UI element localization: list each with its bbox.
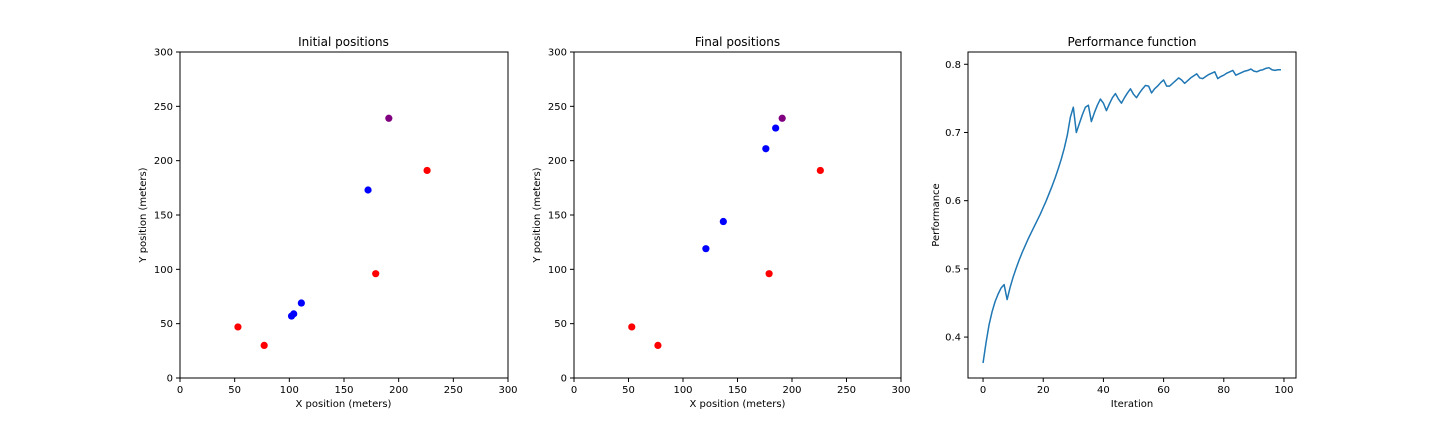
scatter-point <box>385 114 393 122</box>
scatter-point <box>260 341 268 349</box>
x-tick-label: 80 <box>1217 385 1230 396</box>
y-tick-label: 100 <box>154 265 173 276</box>
y-tick-label: 0.5 <box>945 264 961 275</box>
scatter-point <box>628 323 636 331</box>
y-tick-label: 0.8 <box>945 60 961 71</box>
x-tick-label: 200 <box>782 385 801 396</box>
x-tick-label: 250 <box>444 385 463 396</box>
scatter-point <box>234 323 242 331</box>
scatter-point <box>816 166 824 175</box>
x-tick-label: 250 <box>837 385 856 396</box>
scatter-point <box>364 186 372 194</box>
x-tick-label: 300 <box>498 385 517 396</box>
y-tick-label: 200 <box>154 156 173 167</box>
y-tick-label: 50 <box>554 319 567 330</box>
scatter-point <box>719 217 727 226</box>
x-axis-label: X position (meters) <box>296 399 392 410</box>
x-tick-label: 100 <box>673 385 692 396</box>
y-tick-label: 250 <box>154 102 173 113</box>
x-tick-label: 20 <box>1037 385 1050 396</box>
x-tick-label: 200 <box>389 385 408 396</box>
scatter-point <box>423 166 431 175</box>
panel-final-positions: Final positions X position (meters) Y po… <box>532 35 911 410</box>
y-tick-label: 200 <box>548 156 567 167</box>
y-tick-label: 250 <box>548 102 567 113</box>
y-tick-label: 0.4 <box>945 333 961 344</box>
y-tick-label: 0 <box>167 374 173 385</box>
x-axis-label: X position (meters) <box>690 399 786 410</box>
x-tick-label: 150 <box>334 385 353 396</box>
chart-title: Initial positions <box>298 35 389 49</box>
panel-performance-function: Performance function Iteration Performan… <box>931 35 1297 410</box>
chart-title: Final positions <box>695 35 780 49</box>
x-tick-label: 0 <box>980 385 986 396</box>
scatter-point <box>297 299 305 307</box>
y-tick-label: 150 <box>154 211 173 222</box>
scatter-point <box>290 310 298 318</box>
scatter-point <box>762 145 770 153</box>
scatter-point <box>372 270 380 278</box>
x-tick-label: 0 <box>177 385 183 396</box>
scatter-point <box>778 114 786 122</box>
y-tick-label: 50 <box>160 319 173 330</box>
y-tick-label: 100 <box>548 265 567 276</box>
y-axis-label: Performance <box>931 183 942 246</box>
y-tick-label: 0.7 <box>945 128 961 139</box>
x-tick-label: 300 <box>891 385 910 396</box>
y-tick-label: 0.6 <box>945 196 961 207</box>
scatter-point <box>772 124 780 132</box>
x-tick-label: 0 <box>571 385 577 396</box>
y-tick-label: 300 <box>548 48 567 59</box>
scatter-point <box>702 245 710 253</box>
x-tick-label: 40 <box>1097 385 1110 396</box>
y-axis-label: Y position (meters) <box>532 167 543 263</box>
y-tick-label: 150 <box>548 211 567 222</box>
scatter-point <box>765 270 773 278</box>
plot-frame <box>967 51 1297 379</box>
chart-title: Performance function <box>1068 35 1197 49</box>
series-line <box>982 66 1281 364</box>
x-tick-label: 100 <box>280 385 299 396</box>
x-tick-label: 100 <box>1274 385 1293 396</box>
x-tick-label: 50 <box>228 385 241 396</box>
x-tick-label: 50 <box>622 385 635 396</box>
y-tick-label: 300 <box>154 48 173 59</box>
y-tick-label: 0 <box>561 374 567 385</box>
y-axis-label: Y position (meters) <box>138 167 149 263</box>
x-tick-label: 150 <box>728 385 747 396</box>
x-tick-label: 60 <box>1157 385 1170 396</box>
panel-initial-positions: Initial positions X position (meters) Y … <box>138 35 518 410</box>
x-axis-label: Iteration <box>1111 399 1153 410</box>
scatter-point <box>654 341 662 349</box>
